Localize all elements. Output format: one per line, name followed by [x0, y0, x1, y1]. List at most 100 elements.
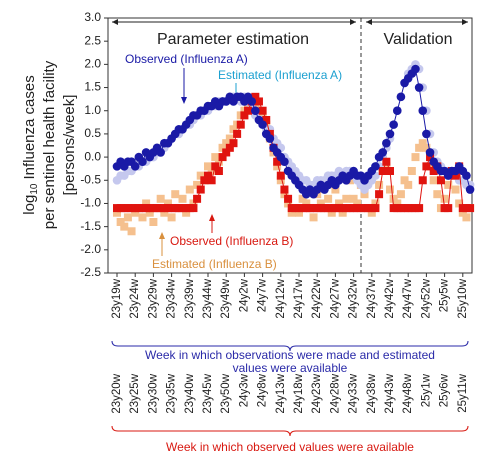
y-tick-label: 2.0: [84, 57, 101, 71]
plot-frame: [107, 17, 473, 274]
marker: [429, 167, 438, 175]
marker: [189, 199, 198, 208]
marker: [167, 213, 176, 222]
marker: [123, 213, 132, 222]
phase-label: Validation: [383, 31, 452, 48]
marker: [375, 180, 384, 189]
marker: [193, 180, 202, 189]
marker: [262, 116, 271, 124]
marker: [207, 176, 216, 185]
marker: [138, 157, 147, 167]
marker: [371, 162, 380, 171]
marker: [327, 208, 336, 217]
marker: [247, 97, 256, 106]
marker: [418, 106, 428, 116]
x-tick-label-observed: 25y1w: [420, 373, 432, 407]
marker: [236, 120, 245, 129]
marker: [382, 138, 391, 148]
y-tick-label: 1.0: [84, 103, 101, 117]
marker: [393, 199, 402, 208]
annotation-arrow-head: [159, 232, 165, 239]
x-tick-label-observed: 24y33w: [348, 373, 360, 413]
x-tick-label: 24y42w: [384, 278, 396, 318]
marker: [284, 199, 293, 208]
marker: [425, 148, 435, 157]
marker: [204, 162, 212, 171]
marker: [142, 199, 151, 208]
marker: [273, 157, 282, 166]
marker: [349, 194, 358, 203]
x-tick-label-observed: 23y50w: [220, 373, 232, 413]
marker: [375, 190, 384, 199]
series-label: Observed (Influenza A): [125, 52, 248, 66]
phase-label: Parameter estimation: [157, 31, 309, 48]
marker: [178, 194, 187, 203]
x-axis-label: values were available: [233, 361, 348, 375]
marker: [415, 143, 424, 152]
y-axis-label: per sentinel health facility: [41, 60, 58, 229]
marker: [298, 194, 307, 203]
x-tick-label: 24y47w: [402, 278, 414, 318]
y-label-part: 10: [29, 183, 40, 195]
y-label-part: log: [21, 195, 38, 215]
marker: [316, 199, 325, 208]
brace: [111, 340, 469, 352]
marker: [196, 171, 205, 180]
marker: [324, 194, 333, 203]
marker: [371, 199, 380, 208]
marker: [335, 199, 344, 208]
marker: [131, 208, 140, 217]
x-tick-label: 23y39w: [184, 278, 196, 318]
marker: [276, 171, 285, 180]
marker: [386, 185, 394, 194]
x-tick-label-observed: 23y20w: [111, 373, 123, 413]
marker: [386, 167, 394, 175]
marker: [436, 176, 445, 185]
x-tick-label-observed: 24y28w: [329, 373, 341, 413]
x-tick-label-observed: 24y38w: [366, 373, 378, 413]
marker: [225, 134, 234, 143]
y-tick-label: -2.0: [80, 242, 101, 256]
marker: [382, 162, 391, 171]
marker: [182, 208, 191, 217]
marker: [414, 83, 424, 92]
marker: [193, 194, 202, 203]
marker: [113, 208, 121, 217]
x-tick-label-observed: 24y43w: [384, 373, 396, 413]
marker: [160, 208, 169, 217]
x-tick-label: 24y27w: [329, 278, 341, 318]
marker: [462, 213, 471, 222]
x-tick-label-observed: 24y8w: [257, 373, 269, 407]
marker: [415, 204, 424, 213]
marker: [433, 190, 442, 199]
marker: [240, 111, 249, 120]
marker: [440, 194, 449, 203]
marker: [254, 97, 263, 106]
marker: [462, 171, 471, 180]
x-tick-label-observed: 24y13w: [275, 373, 287, 413]
marker: [130, 162, 140, 171]
series-line: [117, 96, 471, 209]
marker: [309, 213, 318, 222]
x-tick-label: 24y52w: [420, 278, 432, 318]
marker: [396, 92, 406, 102]
y-tick-label: 0.0: [84, 149, 101, 163]
marker: [251, 106, 260, 116]
marker: [233, 129, 242, 138]
marker: [392, 106, 402, 116]
marker: [189, 204, 198, 213]
marker: [222, 148, 231, 157]
x-tick-label-observed: 24y18w: [293, 373, 305, 413]
marker: [295, 208, 303, 217]
x-tick-label-observed: 24y3w: [238, 373, 250, 407]
marker: [120, 222, 129, 231]
x-tick-label: 24y7w: [257, 278, 269, 312]
x-tick-label: 24y37w: [366, 278, 378, 318]
marker: [273, 162, 282, 171]
x-axis-label: Week in which observations were made and…: [145, 348, 435, 362]
marker: [280, 190, 289, 199]
y-axis-label: [persons/week]: [61, 95, 78, 196]
marker: [258, 106, 267, 115]
x-tick-label-observed: 23y35w: [166, 373, 178, 413]
marker: [116, 218, 125, 226]
